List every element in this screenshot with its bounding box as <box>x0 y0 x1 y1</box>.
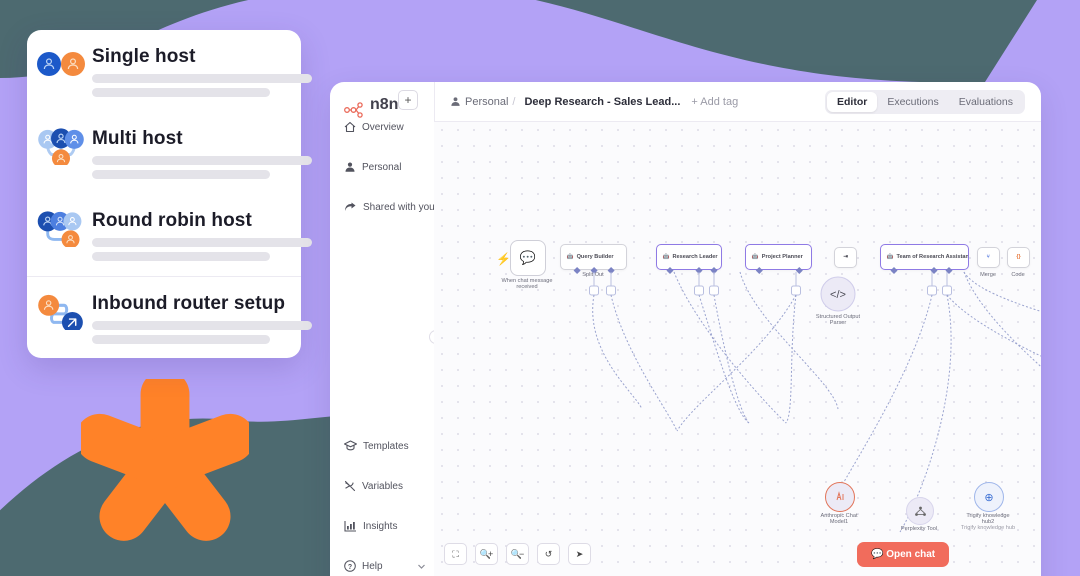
svg-text:</>: </> <box>830 289 846 301</box>
svg-text:?: ? <box>348 564 352 571</box>
